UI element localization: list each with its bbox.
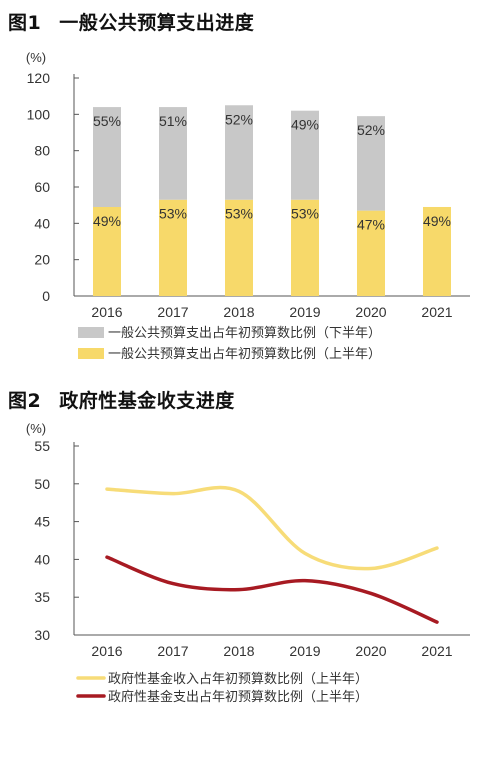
- legend-swatch: [78, 348, 104, 359]
- x-tick-label: 2020: [355, 643, 386, 659]
- x-tick-label: 2021: [421, 643, 452, 659]
- bar-segment: [159, 199, 187, 296]
- y-tick-label: 100: [27, 106, 51, 122]
- figure-2: 图2 政府性基金收支进度 (%) 30 35 40 45 50 55 2016 2017 2018 2…: [0, 378, 499, 755]
- bar-data-label: 52%: [225, 111, 253, 127]
- figure-1-title-text: 一般公共预算支出进度: [59, 12, 255, 34]
- y-tick-label: 35: [34, 589, 50, 605]
- series-line: [105, 485, 439, 571]
- bar-data-label: 53%: [159, 206, 187, 222]
- x-tick-label: 2018: [223, 304, 254, 320]
- bar-segment: [225, 199, 253, 296]
- legend-swatch: [78, 327, 104, 338]
- y-tick-label: 40: [34, 551, 50, 567]
- x-tick-label: 2018: [223, 643, 254, 659]
- bar-chart: (%) 0 20 40 60 80 100 120 49% 55% 2016 53% 51% 2017 53…: [26, 50, 470, 361]
- y-tick-label: 0: [42, 288, 50, 304]
- bar-data-label: 49%: [93, 213, 121, 229]
- y-tick-label: 60: [34, 179, 50, 195]
- legend-entry-label: 政府性基金收入占年初预算数比例（上半年）: [108, 671, 368, 686]
- figure-2-title: 图2 政府性基金收支进度: [8, 386, 235, 413]
- bar-data-label: 53%: [291, 206, 319, 222]
- bar-segment: [93, 107, 121, 207]
- bar-segment: [357, 116, 385, 211]
- x-tick-label: 2021: [421, 304, 452, 320]
- bar-data-label: 49%: [423, 213, 451, 229]
- figure-1-title: 图1 一般公共预算支出进度: [8, 8, 254, 35]
- bar-segment: [291, 110, 319, 200]
- y-unit-label: (%): [26, 50, 46, 65]
- y-tick-label: 55: [34, 438, 50, 454]
- figure-2-number: 图2: [8, 390, 42, 412]
- bar-segment: [291, 199, 319, 296]
- x-tick-label: 2017: [157, 304, 188, 320]
- bar-data-label: 47%: [357, 217, 385, 233]
- series-line: [105, 555, 439, 624]
- y-tick-label: 40: [34, 215, 50, 231]
- x-tick-label: 2019: [289, 304, 320, 320]
- bar-segment: [357, 210, 385, 296]
- figure-1-number: 图1: [8, 12, 42, 34]
- bar-segment: [93, 206, 121, 296]
- x-tick-label: 2017: [157, 643, 188, 659]
- y-tick-label: 80: [34, 143, 50, 159]
- x-tick-label: 2016: [91, 643, 122, 659]
- legend-entry-label: 一般公共预算支出占年初预算数比例（上半年）: [108, 346, 381, 361]
- legend-entry-label: 一般公共预算支出占年初预算数比例（下半年）: [108, 325, 381, 340]
- bar-segment: [423, 206, 451, 296]
- legend-entry-label: 政府性基金支出占年初预算数比例（上半年）: [108, 689, 368, 704]
- y-unit-label: (%): [26, 421, 46, 436]
- y-tick-label: 50: [34, 476, 50, 492]
- bar-data-label: 49%: [291, 117, 319, 133]
- y-tick-label: 45: [34, 514, 50, 530]
- line-chart: (%) 30 35 40 45 50 55 2016 2017 2018 2019 2020 2021 政…: [26, 421, 470, 704]
- x-tick-label: 2020: [355, 304, 386, 320]
- bar-segment: [225, 105, 253, 200]
- y-tick-label: 30: [34, 627, 50, 643]
- y-tick-label: 120: [27, 70, 51, 86]
- x-tick-label: 2016: [91, 304, 122, 320]
- bar-data-label: 55%: [93, 113, 121, 129]
- bar-data-label: 51%: [159, 113, 187, 129]
- bar-data-label: 53%: [225, 206, 253, 222]
- x-tick-label: 2019: [289, 643, 320, 659]
- bar-segment: [159, 107, 187, 200]
- bar-data-label: 52%: [357, 122, 385, 138]
- figure-1: 图1 一般公共预算支出进度 (%) 0 20 40 60 80 100 120 49% 55% 201…: [0, 0, 499, 375]
- y-tick-label: 20: [34, 252, 50, 268]
- figure-2-title-text: 政府性基金收支进度: [59, 390, 235, 412]
